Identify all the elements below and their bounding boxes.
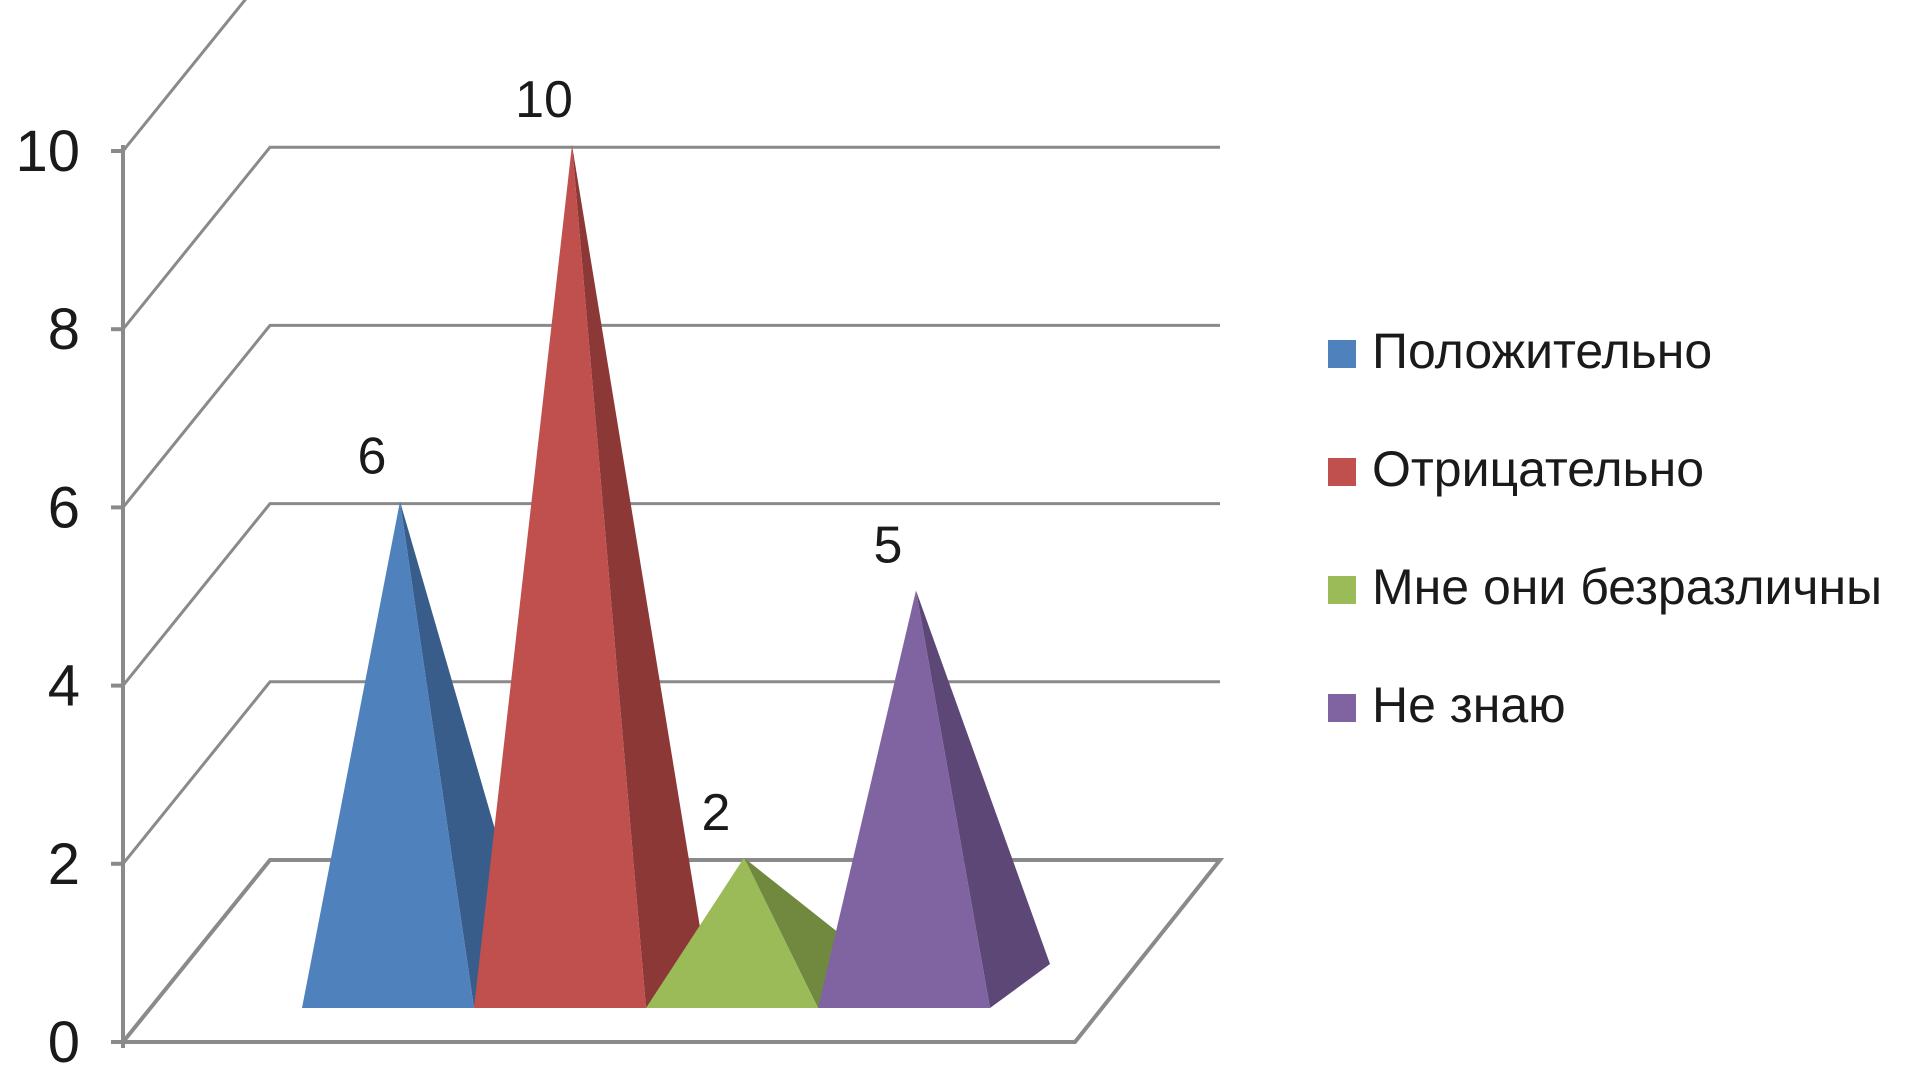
pyramid-bar bbox=[818, 590, 1050, 1008]
data-labels: 6 10 2 5 bbox=[358, 71, 903, 842]
pyramid-front-face bbox=[818, 590, 990, 1008]
y-tick-label: 8 bbox=[48, 297, 80, 362]
pyramid-side-face bbox=[916, 590, 1050, 1008]
legend-label: Не знаю bbox=[1372, 677, 1566, 733]
pyramids bbox=[302, 145, 1050, 1008]
value-axis bbox=[111, 145, 1225, 1048]
gridline bbox=[121, 502, 1220, 687]
pyramid-front-face bbox=[302, 501, 474, 1008]
pyramid-bar bbox=[474, 145, 706, 1008]
pyramid-front-face bbox=[646, 857, 818, 1008]
pyramid-side-face bbox=[572, 145, 706, 1008]
pyramid-front-face bbox=[474, 145, 646, 1008]
y-tick-label: 0 bbox=[48, 1010, 80, 1075]
legend-label: Положительно bbox=[1372, 323, 1712, 379]
legend: Положительно Отрицательно Мне они безраз… bbox=[1328, 323, 1882, 733]
legend-swatch bbox=[1328, 694, 1356, 722]
gridline bbox=[121, 0, 247, 152]
y-tick-label: 2 bbox=[48, 832, 80, 897]
chart-floor bbox=[118, 858, 1225, 1044]
data-label: 2 bbox=[702, 784, 731, 842]
data-label: 10 bbox=[515, 71, 573, 129]
gridlines bbox=[121, 0, 1220, 865]
legend-swatch bbox=[1328, 340, 1356, 368]
y-tick-labels: 0 2 4 6 8 10 bbox=[15, 119, 80, 1075]
legend-swatch bbox=[1328, 458, 1356, 486]
data-label: 6 bbox=[358, 427, 387, 485]
legend-label: Мне они безразличны bbox=[1372, 559, 1882, 615]
y-tick-label: 4 bbox=[48, 654, 80, 719]
data-label: 5 bbox=[874, 517, 903, 575]
y-tick-label: 6 bbox=[48, 475, 80, 540]
gridline bbox=[121, 323, 1220, 509]
legend-swatch bbox=[1328, 576, 1356, 604]
gridline bbox=[121, 145, 1220, 331]
legend-label: Отрицательно bbox=[1372, 441, 1704, 497]
y-tick-label: 10 bbox=[15, 119, 80, 184]
